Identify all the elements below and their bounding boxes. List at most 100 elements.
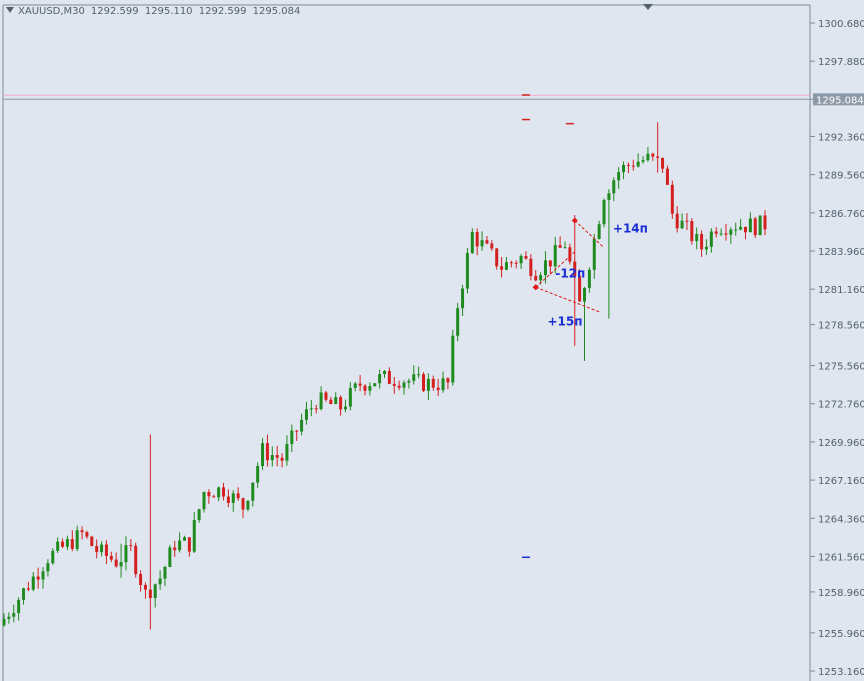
- trade-line: [535, 251, 576, 288]
- candle-body: [587, 269, 591, 289]
- candle-body: [680, 220, 684, 229]
- candle-body: [465, 253, 469, 289]
- candle-body: [583, 288, 587, 302]
- candle-body: [539, 275, 543, 281]
- candle-body: [12, 613, 16, 617]
- candle-body: [548, 260, 552, 267]
- candle-body: [182, 537, 186, 541]
- close-price: 1295.084: [252, 6, 301, 17]
- trade-line: [535, 286, 600, 313]
- candle-body: [231, 493, 235, 503]
- y-tick-label: 1269.960: [818, 438, 864, 449]
- candle-body: [100, 544, 104, 553]
- candle-body: [631, 165, 635, 167]
- candle-body: [265, 443, 269, 461]
- candle-body: [397, 385, 401, 388]
- candle-body: [61, 541, 65, 547]
- candle-body: [739, 226, 743, 230]
- candle-body: [95, 545, 99, 553]
- candle-body: [275, 455, 279, 458]
- candle-body: [475, 231, 479, 247]
- candle-body: [148, 589, 152, 599]
- candle-body: [431, 378, 435, 388]
- candle-body: [709, 231, 713, 247]
- candle-body: [724, 233, 728, 235]
- candle-body: [734, 229, 738, 231]
- candle-body: [685, 220, 689, 222]
- candle-body: [456, 308, 460, 336]
- trade-entry-arrow: [571, 217, 578, 224]
- candle-body: [612, 180, 616, 194]
- candle-body: [124, 545, 128, 563]
- candle-body: [534, 275, 538, 281]
- y-tick-label: 1267.160: [818, 476, 864, 487]
- candle-body: [290, 430, 294, 445]
- candle-body: [509, 262, 513, 264]
- candle-body: [617, 172, 621, 181]
- candle-body: [461, 288, 465, 309]
- candle-body: [187, 537, 191, 552]
- candle-body: [748, 218, 752, 233]
- candle-body: [197, 509, 201, 521]
- symbol-header: XAUUSD,M30 1292.599 1295.110 1292.599 129…: [6, 6, 303, 17]
- trade-entry-arrow: [532, 284, 539, 291]
- y-tick-label: 1300.680: [818, 19, 864, 30]
- candle-body: [383, 370, 386, 375]
- candle-body: [2, 618, 6, 626]
- candle-body: [17, 599, 21, 614]
- candle-body: [426, 378, 430, 391]
- y-tick-label: 1255.960: [818, 629, 864, 640]
- candle-body: [261, 443, 265, 467]
- current-price-box: [813, 93, 864, 106]
- candle-body: [241, 498, 245, 510]
- candle-body: [324, 392, 328, 400]
- open-price: 1292.599: [90, 6, 139, 17]
- candle-body: [626, 164, 630, 166]
- triangle-down-icon[interactable]: [6, 7, 14, 13]
- candle-body: [314, 408, 318, 410]
- candle-body: [646, 153, 650, 161]
- candle-body: [339, 397, 343, 410]
- candle-body: [153, 584, 157, 599]
- y-tick-label: 1253.160: [818, 667, 864, 678]
- candle-body: [178, 540, 182, 551]
- candle-body: [168, 547, 172, 567]
- candle-body: [743, 226, 747, 233]
- candle-body: [251, 482, 255, 501]
- y-tick-label: 1286.760: [818, 209, 864, 220]
- candle-body: [651, 153, 655, 157]
- candle-body: [51, 550, 55, 564]
- candle-body: [714, 231, 718, 234]
- candle-body: [446, 378, 450, 383]
- candle-body: [758, 215, 762, 236]
- candle-body: [700, 234, 704, 250]
- low-price: 1292.599: [198, 6, 247, 17]
- candle-body: [295, 430, 299, 432]
- candle-body: [192, 520, 196, 552]
- candle-body: [607, 193, 611, 200]
- candle-body: [622, 164, 626, 173]
- y-tick-label: 1261.560: [818, 552, 864, 563]
- y-tick-label: 1264.360: [818, 514, 864, 525]
- candle-body: [719, 233, 723, 235]
- candle-body: [114, 559, 118, 567]
- candle-body: [304, 409, 308, 420]
- candle-body: [270, 455, 274, 461]
- candle-body: [670, 184, 674, 214]
- y-tick-label: 1278.560: [818, 321, 864, 332]
- candle-body: [504, 262, 508, 270]
- candle-body: [500, 266, 504, 270]
- candle-body: [412, 374, 416, 381]
- candle-body: [402, 382, 406, 388]
- candle-body: [690, 221, 694, 242]
- candle-body: [36, 576, 40, 580]
- candle-body: [407, 380, 411, 383]
- candle-body: [675, 213, 679, 229]
- candle-body: [41, 571, 45, 580]
- candle-body: [529, 258, 533, 276]
- candle-body: [519, 255, 523, 264]
- candle-body: [143, 584, 147, 590]
- candle-body: [363, 385, 367, 391]
